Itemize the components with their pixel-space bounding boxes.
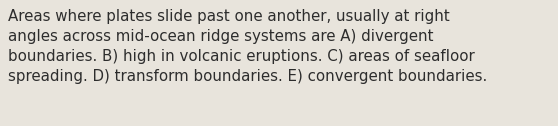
Text: Areas where plates slide past one another, usually at right
angles across mid-oc: Areas where plates slide past one anothe… [8,9,487,84]
